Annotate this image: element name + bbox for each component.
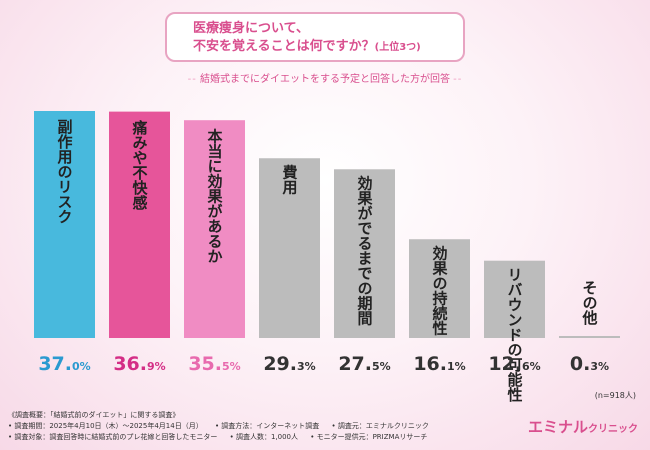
value-label: 29.3%: [263, 353, 315, 375]
chart-title-line2: 不安を覚えることは何ですか？(上位3つ): [193, 38, 453, 57]
value-label: 35.5%: [188, 353, 240, 375]
bar-3: [259, 158, 320, 338]
bar-6: [484, 260, 545, 338]
category-label: 痛みや不快感: [131, 119, 149, 211]
footer-item: • モニター提供元：PRIZMAリサーチ: [310, 433, 428, 441]
logo-sub: クリニック: [588, 424, 638, 435]
value-label: 27.5%: [338, 353, 390, 375]
value-label: 36.9%: [113, 353, 165, 375]
value-label: 16.1%: [413, 353, 465, 375]
sample-size-note: (n=918人): [594, 391, 636, 400]
bar-0: [34, 111, 95, 338]
footer-item: • 調査方法：インターネット調査: [214, 422, 320, 430]
chart-title-line1: 医療痩身について、: [193, 21, 309, 36]
value-label: 37.0%: [38, 353, 90, 375]
chart-title-line2-main: 不安を覚えることは何ですか？: [193, 39, 375, 54]
brand-logo: エミナルクリニック: [528, 416, 638, 437]
footer-line3: • 調査対象：調査回答時に結婚式前のプレ花嫁と回答したモニター • 調査人数：1…: [8, 432, 439, 443]
survey-footer: 《調査概要：「結婚式前のダイエット」に関する調査》 • 調査期間：2025年4月…: [8, 410, 439, 443]
chart-title-line2-small: (上位3つ): [374, 42, 421, 53]
category-label: リバウンドの可能性: [506, 267, 524, 403]
bar-7: [559, 336, 620, 338]
category-label: 費用: [281, 163, 299, 195]
footer-item: • 調査元：エミナルクリニック: [331, 422, 429, 430]
footer-item: • 調査人数：1,000人: [229, 433, 298, 441]
category-label: 本当に効果があるか: [206, 127, 224, 263]
footer-item: • 調査期間：2025年4月10日（木）〜2025年4月14日（月）: [8, 422, 203, 430]
category-label: その他: [581, 280, 599, 326]
logo-main: エミナル: [527, 418, 588, 436]
subtitle-dash-right: --: [453, 74, 463, 85]
bar-4: [334, 169, 395, 338]
chart-subtitle: -- 結婚式までにダイエットをする予定と回答した方が回答 --: [0, 70, 650, 85]
category-label: 副作用のリスク: [56, 119, 74, 224]
category-label: 効果がでるまでの期間: [356, 174, 374, 326]
footer-line2: • 調査期間：2025年4月10日（木）〜2025年4月14日（月） • 調査方…: [8, 421, 439, 432]
subtitle-text: 結婚式までにダイエットをする予定と回答した方が回答: [200, 74, 450, 85]
footer-item: • 調査対象：調査回答時に結婚式前のプレ花嫁と回答したモニター: [8, 433, 218, 441]
subtitle-dash-left: --: [187, 74, 197, 85]
chart-title-box: 医療痩身について、 不安を覚えることは何ですか？(上位3つ): [165, 12, 465, 62]
category-label: 効果の持続性: [431, 244, 449, 336]
value-label: 12.6%: [488, 353, 540, 375]
bar-1: [109, 111, 170, 338]
footer-line1: 《調査概要：「結婚式前のダイエット」に関する調査》: [8, 411, 180, 419]
bar-2: [184, 120, 245, 339]
bar-5: [409, 239, 470, 338]
value-label: 0.3%: [570, 353, 609, 375]
